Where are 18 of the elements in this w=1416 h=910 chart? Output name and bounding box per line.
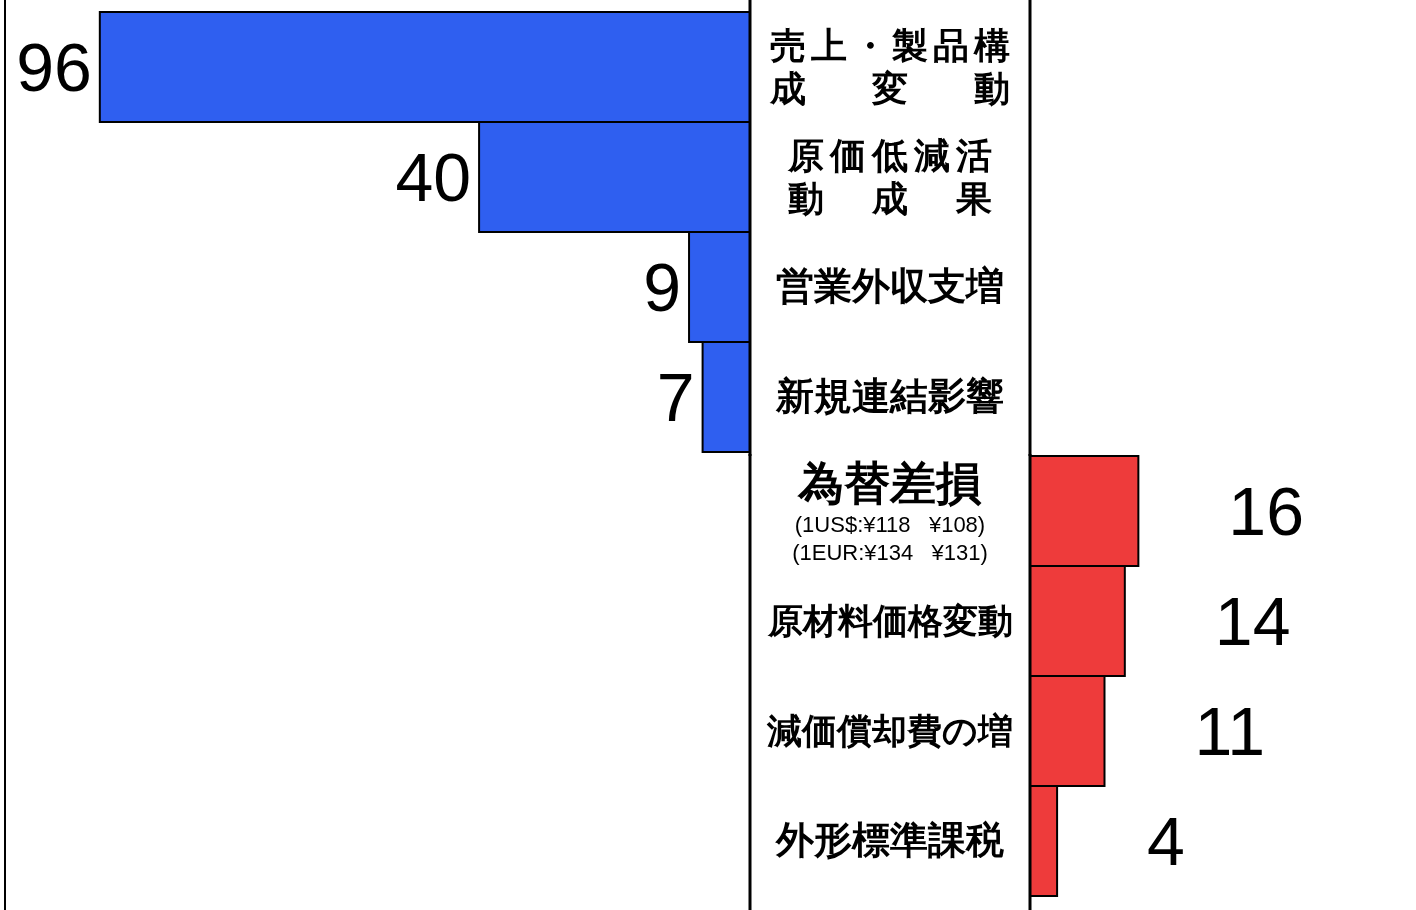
data-label: 96 — [16, 29, 92, 105]
data-label: 14 — [1214, 583, 1291, 659]
data-label: 4 — [1147, 803, 1185, 879]
y-tick-label: 営業外収支増 — [776, 264, 1004, 310]
text: (1US$:¥118 ¥108) — [794, 511, 986, 539]
y-tick-label: 原材料価格変動 — [767, 600, 1013, 642]
y-tick-label: 原価低減活動成果 — [788, 133, 992, 221]
y-tick-label: 為替差損 — [798, 455, 982, 512]
data-label: 7 — [656, 359, 695, 435]
data-label: 11 — [1194, 693, 1266, 769]
y-tick-label: 売上・製品構成変動 — [770, 23, 1010, 111]
y-tick-label: 減価償却費の増 — [767, 710, 1013, 752]
data-label: 16 — [1228, 473, 1304, 549]
y-tick-label: 外形標準課税 — [776, 818, 1004, 864]
text: (1EUR:¥134 ¥131) — [792, 538, 988, 567]
y-tick-label: 新規連結影響 — [776, 374, 1004, 420]
data-label: 40 — [395, 139, 472, 215]
data-label: 9 — [643, 249, 682, 325]
